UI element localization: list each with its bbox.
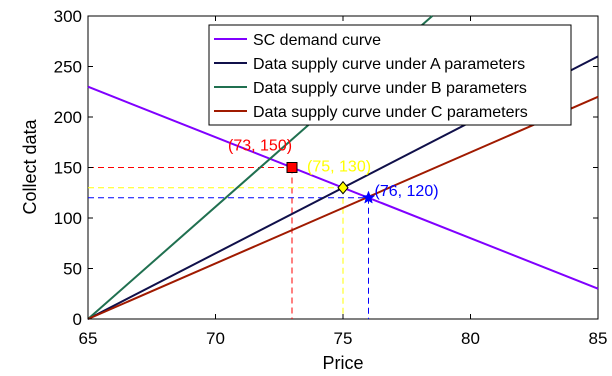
x-axis-title: Price — [322, 353, 363, 373]
y-tick-label: 50 — [63, 260, 82, 279]
x-tick-label: 70 — [206, 329, 225, 348]
point-label: (76, 120) — [375, 183, 439, 200]
legend-entry: Data supply curve under C parameters — [253, 104, 528, 121]
x-tick-label: 85 — [589, 329, 608, 348]
y-tick-label: 250 — [54, 58, 82, 77]
point-marker-square — [287, 163, 297, 173]
legend: SC demand curve Data supply curve under A… — [209, 25, 571, 125]
y-tick-label: 0 — [73, 310, 82, 329]
legend-entry: SC demand curve — [253, 32, 381, 49]
y-tick-label: 300 — [54, 7, 82, 26]
y-axis-title: Collect data — [20, 118, 40, 214]
legend-entry: Data supply curve under B parameters — [253, 80, 527, 97]
point-label: (75, 130) — [307, 159, 371, 176]
legend-entry: Data supply curve under A parameters — [253, 56, 525, 73]
y-tick-label: 150 — [54, 159, 82, 178]
x-tick-label: 75 — [334, 329, 353, 348]
x-tick-label: 80 — [461, 329, 480, 348]
point-label: (73, 150) — [228, 138, 292, 155]
y-tick-label: 100 — [54, 209, 82, 228]
x-tick-label: 65 — [79, 329, 98, 348]
y-tick-label: 200 — [54, 108, 82, 127]
